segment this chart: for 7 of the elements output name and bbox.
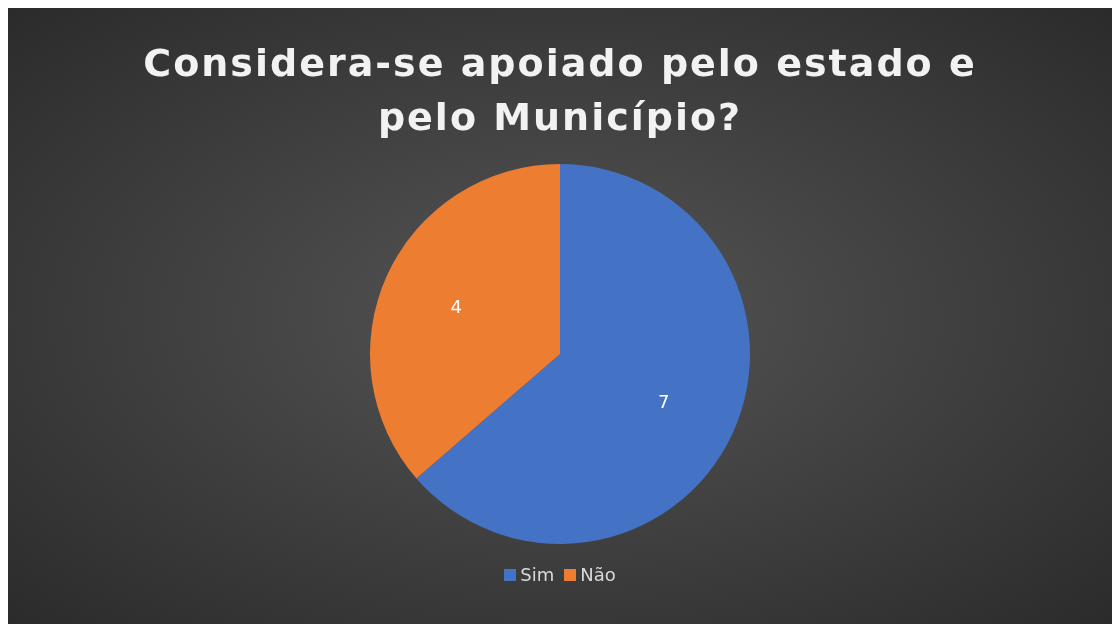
chart-title: Considera-se apoiado pelo estado e pelo Município? [142,40,978,141]
legend-label: Não [579,564,616,585]
pie-slice [370,164,560,479]
pie-slice [416,164,750,544]
data-label: 4 [450,296,463,318]
data-label: 7 [657,390,670,412]
legend-label: Sim [519,564,555,585]
